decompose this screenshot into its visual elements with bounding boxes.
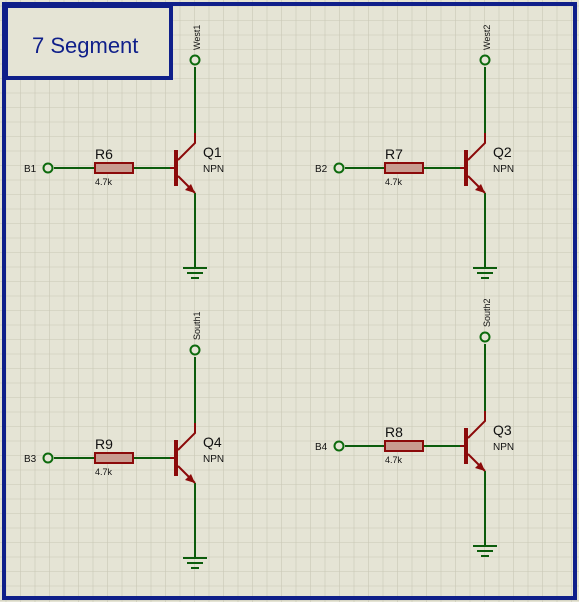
transistor-q3-type: NPN (493, 442, 514, 453)
transistor-q1[interactable] (170, 133, 196, 194)
title-box (4, 4, 173, 80)
transistor-q4-ref: Q4 (203, 434, 222, 450)
resistor-r7[interactable] (384, 162, 424, 174)
title-text: 7 Segment (32, 33, 138, 58)
label-west1: West1 (192, 25, 202, 50)
transistor-q2-ref: Q2 (493, 144, 512, 160)
transistor-q1-type: NPN (203, 164, 224, 175)
terminal-south1[interactable] (189, 344, 201, 356)
terminal-south2[interactable] (479, 331, 491, 343)
label-b3: B3 (24, 454, 37, 465)
terminal-west1[interactable] (189, 54, 201, 66)
resistor-r8[interactable] (384, 440, 424, 452)
q3-circuit: South2 B4 R8 4.7k Q3 NPN (315, 298, 514, 557)
resistor-r6[interactable] (94, 162, 134, 174)
ground-q4 (183, 557, 207, 569)
transistor-q2[interactable] (460, 133, 486, 194)
resistor-r7-value: 4.7k (385, 177, 403, 187)
q4-circuit: South1 B3 R9 4.7k Q4 NPN (24, 311, 224, 569)
ground-q3 (473, 545, 497, 557)
terminal-b3[interactable] (42, 452, 54, 464)
transistor-q3-ref: Q3 (493, 422, 512, 438)
resistor-r6-ref: R6 (95, 146, 113, 162)
transistor-q2-type: NPN (493, 164, 514, 175)
terminal-b1[interactable] (42, 162, 54, 174)
q1-circuit: West1 B1 R6 4.7k Q1 NPN (24, 25, 224, 279)
ground-q1 (183, 267, 207, 279)
terminal-b2[interactable] (333, 162, 345, 174)
transistor-q4-type: NPN (203, 454, 224, 465)
resistor-r9[interactable] (94, 452, 134, 464)
transistor-q3[interactable] (460, 411, 486, 472)
label-b2: B2 (315, 164, 328, 175)
transistor-q1-ref: Q1 (203, 144, 222, 160)
terminal-b4[interactable] (333, 440, 345, 452)
label-b1: B1 (24, 164, 37, 175)
terminal-west2[interactable] (479, 54, 491, 66)
resistor-r6-value: 4.7k (95, 177, 113, 187)
resistor-r7-ref: R7 (385, 146, 403, 162)
resistor-r9-value: 4.7k (95, 467, 113, 477)
label-south1: South1 (192, 311, 202, 340)
resistor-r8-value: 4.7k (385, 455, 403, 465)
ground-q2 (473, 267, 497, 279)
resistor-r8-ref: R8 (385, 424, 403, 440)
resistor-r9-ref: R9 (95, 436, 113, 452)
label-south2: South2 (482, 298, 492, 327)
label-b4: B4 (315, 442, 328, 453)
q2-circuit: West2 B2 R7 4.7k Q2 NPN (315, 25, 514, 279)
transistor-q4[interactable] (170, 423, 196, 484)
label-west2: West2 (482, 25, 492, 50)
